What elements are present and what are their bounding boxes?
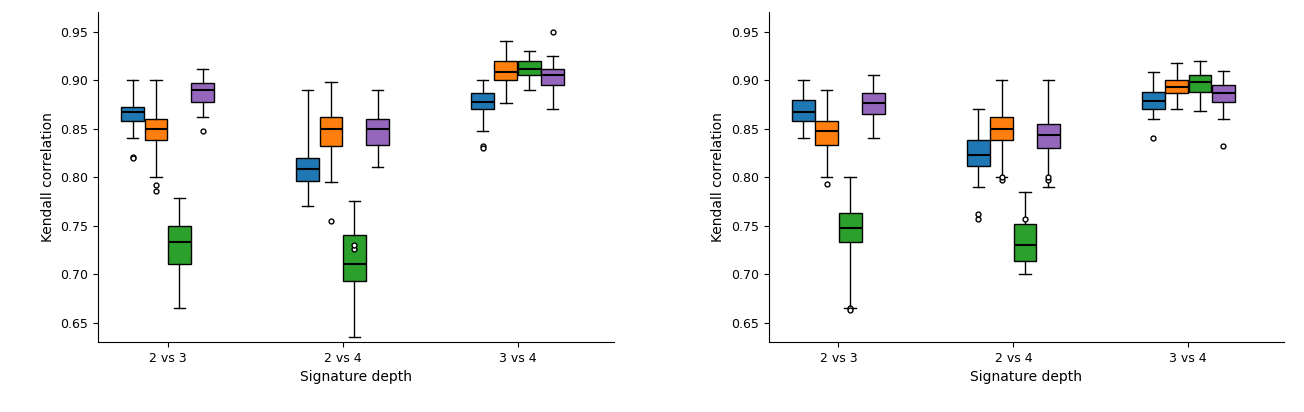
PathPatch shape	[296, 158, 319, 181]
PathPatch shape	[121, 108, 145, 121]
PathPatch shape	[319, 117, 342, 146]
Y-axis label: Kendall correlation: Kendall correlation	[711, 112, 725, 242]
Y-axis label: Kendall correlation: Kendall correlation	[40, 112, 55, 242]
PathPatch shape	[168, 226, 190, 265]
X-axis label: Signature depth: Signature depth	[970, 370, 1082, 384]
PathPatch shape	[343, 235, 365, 281]
PathPatch shape	[145, 119, 167, 140]
PathPatch shape	[815, 121, 838, 145]
PathPatch shape	[862, 93, 885, 114]
PathPatch shape	[494, 61, 518, 80]
PathPatch shape	[838, 213, 862, 242]
PathPatch shape	[1142, 92, 1164, 109]
PathPatch shape	[366, 119, 389, 145]
PathPatch shape	[192, 83, 214, 101]
PathPatch shape	[792, 100, 815, 121]
PathPatch shape	[1189, 75, 1211, 92]
PathPatch shape	[1037, 124, 1060, 148]
X-axis label: Signature depth: Signature depth	[300, 370, 412, 384]
PathPatch shape	[541, 68, 563, 85]
PathPatch shape	[471, 93, 494, 109]
PathPatch shape	[1211, 85, 1235, 101]
PathPatch shape	[1166, 80, 1188, 93]
PathPatch shape	[1013, 224, 1037, 262]
PathPatch shape	[518, 61, 541, 75]
PathPatch shape	[968, 140, 990, 166]
PathPatch shape	[990, 117, 1013, 140]
